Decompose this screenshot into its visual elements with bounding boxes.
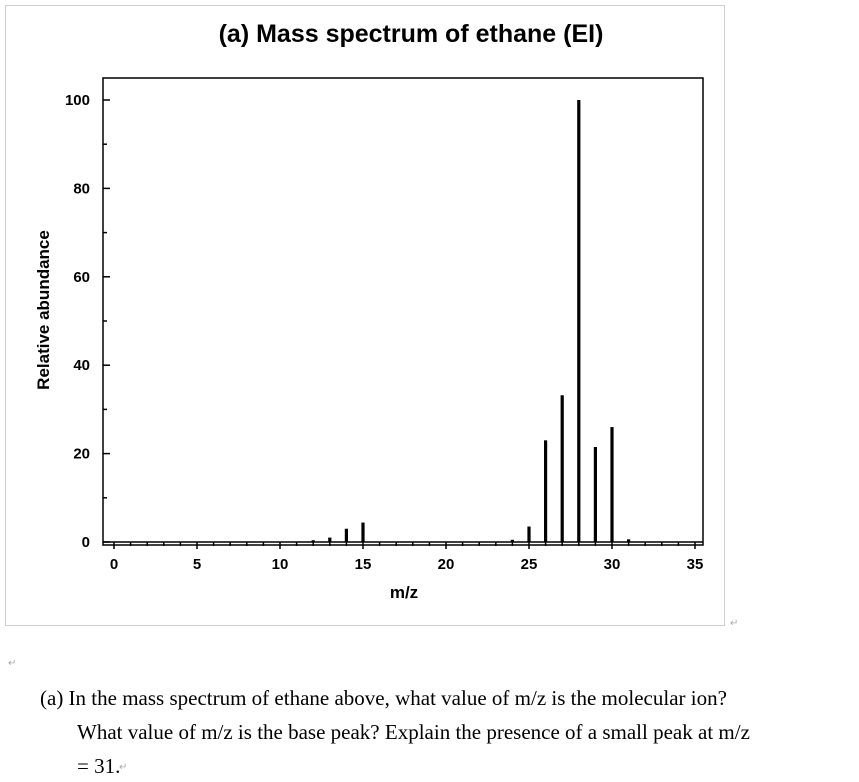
y-tick-label: 60 <box>73 269 90 286</box>
bar-mz-14 <box>344 528 348 542</box>
plot-area <box>102 77 704 546</box>
chart-title: (a) Mass spectrum of ethane (EI) <box>219 20 604 48</box>
x-tick-label: 30 <box>604 556 621 573</box>
y-tick-label: 100 <box>65 92 90 109</box>
question-line-1: (a) In the mass spectrum of ethane above… <box>40 686 727 710</box>
paragraph-mark: ↵ <box>119 762 128 773</box>
bar-mz-26 <box>544 440 548 542</box>
x-tick-label: 10 <box>272 556 289 573</box>
bar-mz-28 <box>577 100 581 542</box>
x-tick-label: 0 <box>110 556 118 573</box>
bar-mz-15 <box>361 522 365 542</box>
paragraph-mark: ↵ <box>730 618 739 629</box>
mass-spectrum-chart: (a) Mass spectrum of ethane (EI) Relativ… <box>34 20 704 602</box>
y-tick-label: 40 <box>73 357 90 374</box>
bar-mz-13 <box>328 537 332 542</box>
x-tick-label: 5 <box>193 556 201 573</box>
question-line-3: = 31. <box>77 754 121 778</box>
x-tick-label: 35 <box>687 556 704 573</box>
x-tick-label: 20 <box>438 556 455 573</box>
bar-mz-24 <box>510 539 514 542</box>
bar-mz-29 <box>593 446 597 542</box>
paragraph-mark: ↵ <box>8 658 17 669</box>
bar-mz-25 <box>527 526 531 542</box>
bar-mz-31 <box>627 539 631 542</box>
bar-mz-30 <box>610 427 614 542</box>
y-tick-label: 0 <box>82 534 90 551</box>
chart-frame <box>5 5 725 626</box>
x-tick-label: 15 <box>355 556 372 573</box>
question-line-2: What value of m/z is the base peak? Expl… <box>77 720 750 744</box>
y-axis-label: Relative abundance <box>34 230 53 390</box>
y-tick-label: 80 <box>73 180 90 197</box>
x-tick-label: 25 <box>521 556 538 573</box>
bar-mz-12 <box>311 540 315 542</box>
bar-mz-27 <box>560 395 564 542</box>
x-axis-label: m/z <box>390 583 418 602</box>
y-tick-label: 20 <box>73 446 90 463</box>
